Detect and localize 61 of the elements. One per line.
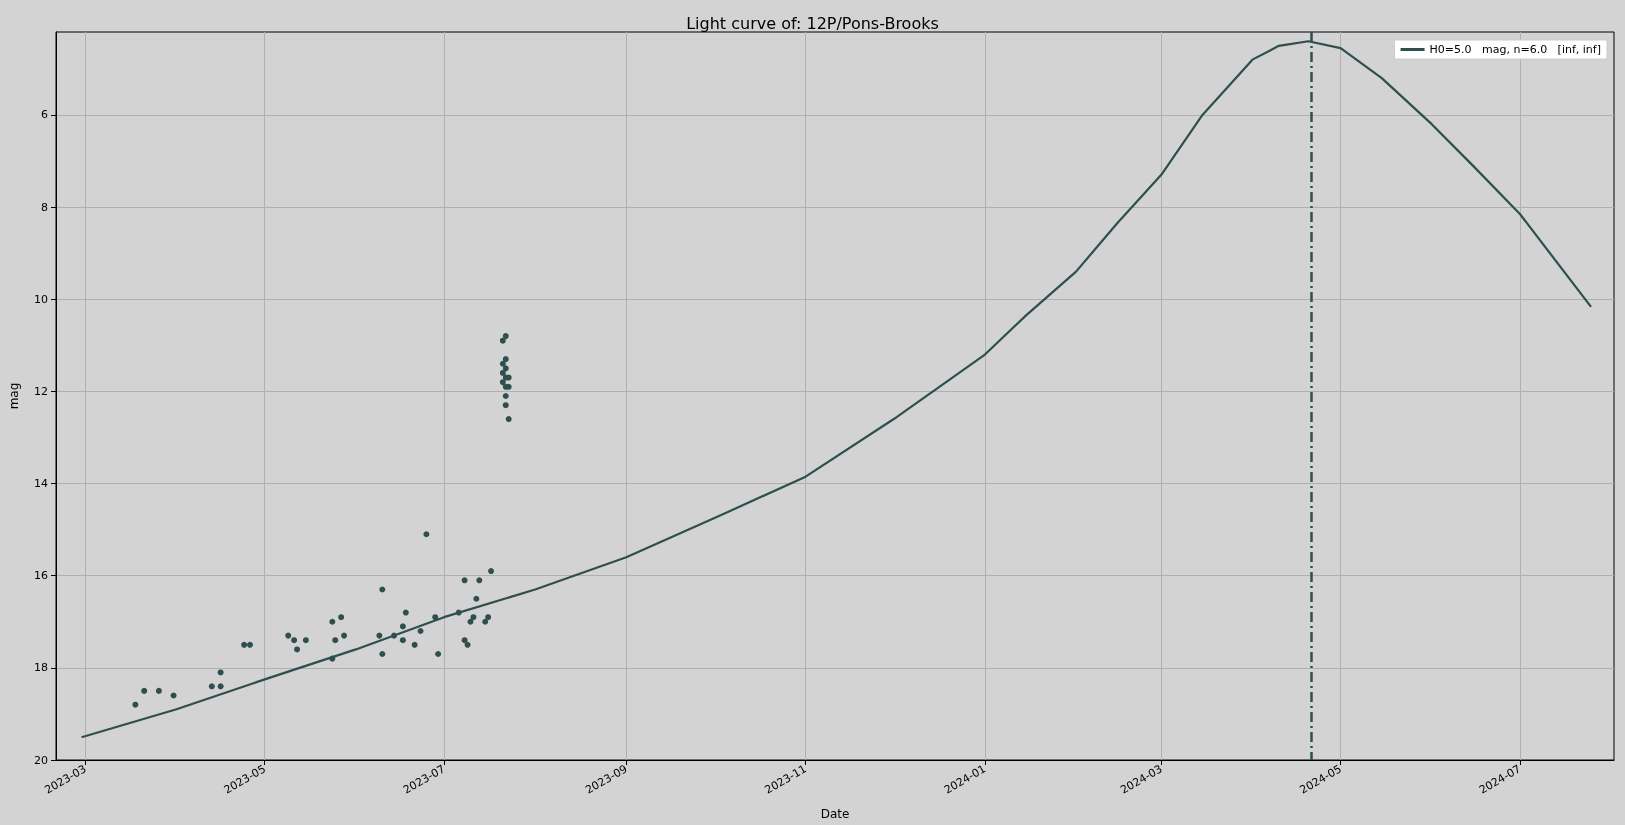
point — [155, 687, 162, 694]
point — [341, 632, 348, 639]
point — [499, 337, 506, 344]
point — [329, 655, 336, 662]
point — [502, 356, 509, 363]
point — [461, 637, 468, 644]
point — [402, 609, 409, 616]
y-tick-label: 18 — [34, 661, 48, 675]
point — [423, 531, 430, 538]
y-tick-label: 6 — [41, 108, 48, 122]
point — [499, 369, 506, 376]
point — [502, 333, 509, 340]
point — [208, 683, 215, 690]
point — [170, 692, 177, 699]
point — [379, 651, 386, 658]
y-tick-label: 10 — [34, 292, 48, 306]
point — [391, 632, 398, 639]
y-tick-label: 20 — [34, 753, 48, 767]
point — [338, 614, 345, 621]
point — [435, 651, 442, 658]
y-tick-label: 8 — [41, 200, 48, 214]
legend-label: H0=5.0 mag, n=6.0 [inf, inf] — [1429, 43, 1601, 56]
point — [467, 618, 474, 625]
point — [432, 614, 439, 621]
point — [502, 402, 509, 409]
y-tick-label: 12 — [34, 384, 48, 398]
point — [376, 632, 383, 639]
point — [464, 641, 471, 648]
point — [247, 641, 254, 648]
point — [473, 595, 480, 602]
point — [241, 641, 248, 648]
point — [461, 577, 468, 584]
point — [399, 623, 406, 630]
y-axis-title: mag — [7, 382, 21, 410]
point — [285, 632, 292, 639]
point — [499, 379, 506, 386]
point — [291, 637, 298, 644]
point — [217, 669, 224, 676]
point — [476, 577, 483, 584]
point — [329, 618, 336, 625]
point — [485, 614, 492, 621]
point — [411, 641, 418, 648]
point — [141, 687, 148, 694]
point — [505, 416, 512, 423]
point — [502, 365, 509, 372]
point — [217, 683, 224, 690]
point — [417, 627, 424, 634]
point — [470, 614, 477, 621]
point — [502, 393, 509, 399]
y-tick-label: 14 — [34, 477, 48, 491]
point — [132, 701, 139, 708]
point — [488, 568, 495, 575]
point — [332, 637, 339, 644]
chart-title: Light curve of: 12P/Pons-Brooks — [686, 13, 939, 33]
point — [482, 618, 489, 625]
y-tick-label: 16 — [34, 569, 48, 583]
point — [399, 637, 406, 644]
point — [302, 637, 309, 644]
point — [294, 646, 301, 653]
x-axis-title: Date — [820, 807, 850, 821]
point — [499, 360, 506, 367]
